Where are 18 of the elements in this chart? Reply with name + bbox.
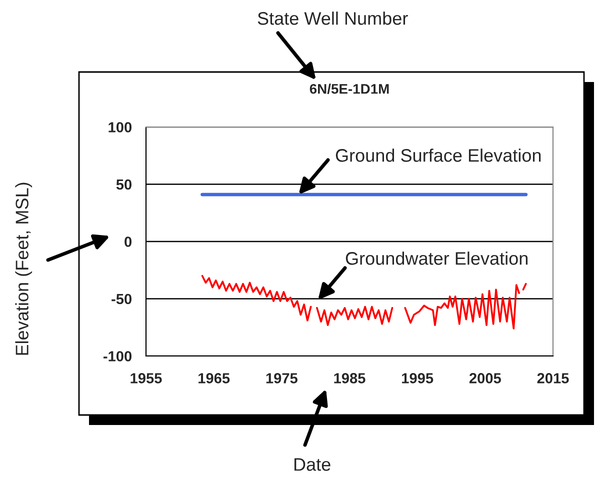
y-tick-label: -100 xyxy=(103,351,132,362)
x-tick-label: 1995 xyxy=(402,373,434,384)
y-tick-label: -50 xyxy=(112,294,132,304)
text: Date xyxy=(294,458,330,471)
y-tick-label: 100 xyxy=(108,122,132,132)
x-tick-label: 1975 xyxy=(266,373,298,384)
x-tick-label: 2005 xyxy=(469,373,501,384)
annotation: Groundwater Elevation xyxy=(346,252,528,265)
y-axis-title: Elevation (Feet, MSL) xyxy=(15,182,32,355)
y-tick-label: 0 xyxy=(124,236,132,247)
x-tick-label: 1965 xyxy=(198,373,230,384)
y-tick-label: 50 xyxy=(116,179,132,190)
x-tick-label: 1985 xyxy=(334,373,366,384)
annotation: Ground Surface Elevation xyxy=(336,148,541,162)
chart-title: 6N/5E-1D1M xyxy=(310,84,389,94)
x-tick-label: 1955 xyxy=(130,373,162,384)
x-tick-label: 2015 xyxy=(537,373,569,384)
text: State Well Number xyxy=(258,12,408,25)
